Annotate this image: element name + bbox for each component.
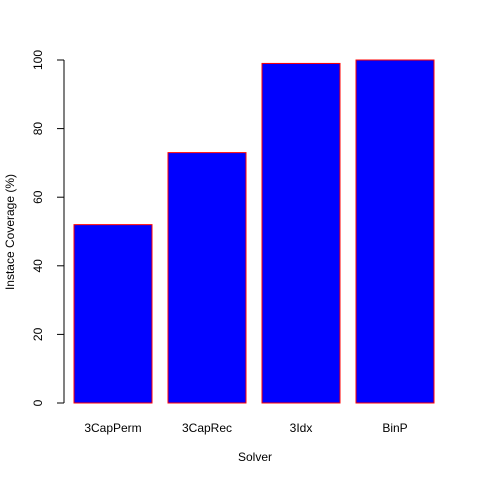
- x-tick-labels: 3CapPerm 3CapRec 3Idx BinP: [84, 421, 407, 435]
- x-tick-label: 3Idx: [290, 421, 313, 435]
- y-axis: 0 20 40 60 80 100: [31, 50, 65, 406]
- bars: [73, 59, 435, 404]
- x-tick-label: BinP: [382, 421, 407, 435]
- y-axis-label: Instace Coverage (%): [3, 174, 17, 290]
- bar: [167, 152, 247, 404]
- y-tick-label: 0: [31, 399, 45, 406]
- y-tick-label: 20: [31, 327, 45, 341]
- bar: [355, 59, 435, 404]
- y-tick-label: 60: [31, 190, 45, 204]
- y-tick-label: 100: [31, 50, 45, 70]
- bar: [73, 224, 153, 404]
- y-tick-label: 40: [31, 259, 45, 273]
- y-tick-label: 80: [31, 122, 45, 136]
- x-tick-label: 3CapPerm: [84, 421, 141, 435]
- x-axis-label: Solver: [238, 450, 272, 464]
- x-tick-label: 3CapRec: [182, 421, 232, 435]
- bar: [261, 62, 341, 404]
